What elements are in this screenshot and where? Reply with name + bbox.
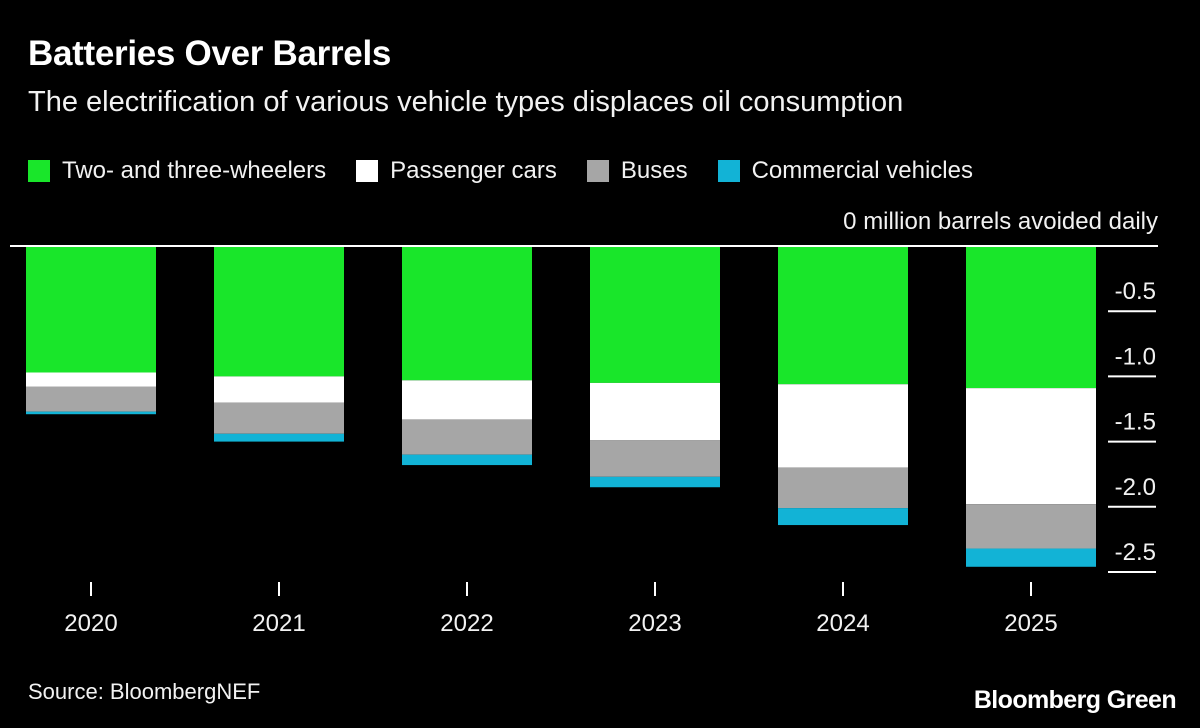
legend-label-passenger-cars: Passenger cars <box>390 157 557 184</box>
bar-buses-2024 <box>778 467 908 509</box>
bar-two-and-three-wheelers-2022 <box>402 246 532 381</box>
y-tick-label--2.0: -2.0 <box>1115 474 1156 501</box>
chart-legend: Two- and three-wheelers Passenger cars B… <box>28 157 1003 185</box>
bar-passenger-cars-2021 <box>214 376 344 403</box>
bar-passenger-cars-2023 <box>590 382 720 441</box>
legend-swatch-commercial-vehicles <box>717 160 740 182</box>
legend-label-two-three-wheelers: Two- and three-wheelers <box>62 157 327 184</box>
bar-commercial-vehicles-2025 <box>966 548 1096 567</box>
legend-label-commercial-vehicles: Commercial vehicles <box>751 157 973 184</box>
bar-two-and-three-wheelers-2023 <box>590 246 720 383</box>
y-axis-unit-label: 0 million barrels avoided daily <box>843 208 1158 235</box>
bar-commercial-vehicles-2020 <box>26 411 156 415</box>
bar-buses-2025 <box>966 504 1096 549</box>
y-tick-label--1.0: -1.0 <box>1115 343 1156 370</box>
bar-passenger-cars-2022 <box>402 380 532 420</box>
legend-label-buses: Buses <box>620 157 688 184</box>
bar-buses-2021 <box>214 402 344 434</box>
x-tick-label-2020: 2020 <box>64 610 117 637</box>
bar-commercial-vehicles-2023 <box>590 476 720 488</box>
legend-swatch-buses <box>586 160 609 182</box>
legend-item-passenger-cars: Passenger cars <box>356 157 557 185</box>
chart-title: Batteries Over Barrels <box>28 34 392 73</box>
bar-two-and-three-wheelers-2021 <box>214 246 344 377</box>
y-tick-label--1.5: -1.5 <box>1115 409 1156 436</box>
axis-layer: 2020 2021 2022 2023 2024 2025 -0.5 -1.0 -1.5 -2.0… <box>10 245 1158 637</box>
legend-swatch-passenger-cars <box>356 160 379 182</box>
x-tick-label-2024: 2024 <box>816 610 869 637</box>
x-tick-label-2023: 2023 <box>628 610 681 637</box>
x-tick-label-2022: 2022 <box>440 610 493 637</box>
source-note: Source: BloombergNEF <box>28 679 261 704</box>
x-tick-label-2025: 2025 <box>1004 610 1057 637</box>
bar-buses-2022 <box>402 419 532 455</box>
chart-subtitle: The electrification of various vehicle t… <box>28 86 904 118</box>
bar-two-and-three-wheelers-2020 <box>26 246 156 373</box>
bar-two-and-three-wheelers-2024 <box>778 246 908 385</box>
bar-buses-2023 <box>590 440 720 477</box>
bar-commercial-vehicles-2021 <box>214 433 344 442</box>
bar-commercial-vehicles-2022 <box>402 454 532 466</box>
legend-swatch-two-three-wheelers <box>28 160 50 182</box>
x-tick-label-2021: 2021 <box>252 610 305 637</box>
bar-two-and-three-wheelers-2025 <box>966 246 1096 389</box>
legend-item-buses: Buses <box>586 157 688 185</box>
brand-logo: Bloomberg Green <box>973 686 1177 714</box>
bar-passenger-cars-2025 <box>966 388 1096 505</box>
bar-buses-2020 <box>26 386 156 412</box>
y-tick-label--0.5: -0.5 <box>1115 278 1156 305</box>
bars-layer <box>26 246 1096 567</box>
legend-item-two-three-wheelers: Two- and three-wheelers <box>28 157 326 185</box>
bar-commercial-vehicles-2024 <box>778 508 908 526</box>
bar-passenger-cars-2020 <box>26 372 156 387</box>
legend-item-commercial-vehicles: Commercial vehicles <box>717 157 973 185</box>
y-tick-label--2.5: -2.5 <box>1115 539 1156 566</box>
bar-passenger-cars-2024 <box>778 384 908 468</box>
